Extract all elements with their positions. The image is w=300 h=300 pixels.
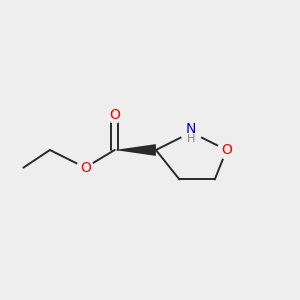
Circle shape (77, 159, 94, 176)
Text: O: O (221, 143, 232, 157)
Circle shape (181, 122, 202, 142)
Text: O: O (80, 161, 91, 175)
Text: N: N (186, 122, 196, 136)
Circle shape (106, 106, 123, 123)
Text: H: H (187, 134, 195, 144)
Polygon shape (115, 144, 156, 156)
Text: O: O (109, 108, 120, 122)
Circle shape (218, 141, 236, 159)
